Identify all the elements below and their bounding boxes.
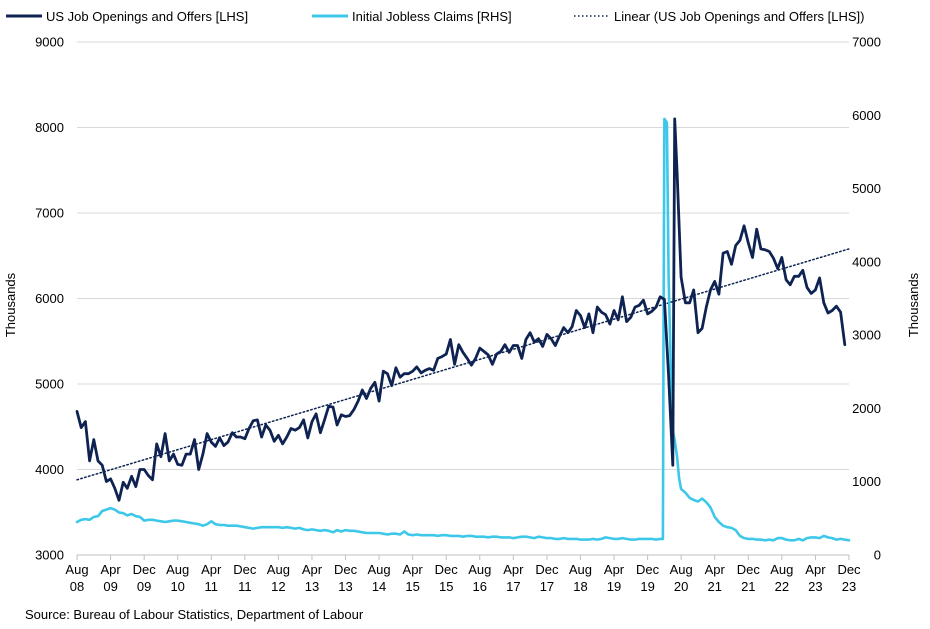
x-tick-year-0: 08 bbox=[70, 579, 84, 594]
left-tick-label-4000: 4000 bbox=[35, 462, 64, 477]
legend: US Job Openings and Offers [LHS] Initial… bbox=[6, 9, 865, 24]
x-tick-year-10: 15 bbox=[405, 579, 419, 594]
right-tick-label-3000: 3000 bbox=[852, 328, 881, 343]
x-tick-year-13: 17 bbox=[506, 579, 520, 594]
x-tick-year-19: 21 bbox=[707, 579, 721, 594]
legend-item-job-openings[interactable]: US Job Openings and Offers [LHS] bbox=[6, 9, 248, 24]
right-y-axis: 0 1000 2000 3000 4000 5000 6000 7000 bbox=[852, 35, 881, 563]
left-tick-label-9000: 9000 bbox=[35, 35, 64, 50]
x-tick-month-7: Apr bbox=[302, 562, 323, 577]
right-tick-label-5000: 5000 bbox=[852, 181, 881, 196]
x-tick-year-23: 23 bbox=[842, 579, 856, 594]
series-line-jobless-claims bbox=[75, 117, 851, 542]
right-tick-label-0: 0 bbox=[874, 548, 881, 563]
x-tick-month-10: Apr bbox=[403, 562, 424, 577]
x-tick-month-15: Aug bbox=[569, 562, 592, 577]
x-tick-month-11: Dec bbox=[435, 562, 459, 577]
legend-label-job-openings: US Job Openings and Offers [LHS] bbox=[46, 9, 248, 24]
right-tick-label-4000: 4000 bbox=[852, 254, 881, 269]
x-tick-month-22: Apr bbox=[805, 562, 826, 577]
x-tick-month-8: Dec bbox=[334, 562, 358, 577]
x-tick-month-13: Apr bbox=[503, 562, 524, 577]
x-tick-year-12: 16 bbox=[473, 579, 487, 594]
right-tick-label-6000: 6000 bbox=[852, 108, 881, 123]
x-tick-year-11: 15 bbox=[439, 579, 453, 594]
x-tick-year-15: 18 bbox=[573, 579, 587, 594]
x-tick-year-8: 13 bbox=[338, 579, 352, 594]
x-tick-month-1: Apr bbox=[100, 562, 121, 577]
x-axis: Aug 08 Apr 09 Dec 09 Aug 10 Apr 11 Dec 11 Aug 12 Apr 13… bbox=[65, 554, 861, 594]
x-tick-month-5: Dec bbox=[233, 562, 257, 577]
x-tick-month-18: Aug bbox=[670, 562, 693, 577]
x-tick-year-2: 09 bbox=[137, 579, 151, 594]
x-tick-month-21: Aug bbox=[770, 562, 793, 577]
left-tick-label-3000: 3000 bbox=[35, 548, 64, 563]
x-tick-year-22: 23 bbox=[808, 579, 822, 594]
x-tick-year-17: 19 bbox=[640, 579, 654, 594]
x-tick-month-6: Aug bbox=[267, 562, 290, 577]
x-tick-month-16: Apr bbox=[604, 562, 625, 577]
x-tick-month-14: Dec bbox=[535, 562, 559, 577]
right-tick-label-2000: 2000 bbox=[852, 401, 881, 416]
x-tick-year-14: 17 bbox=[540, 579, 554, 594]
source-note: Source: Bureau of Labour Statistics, Dep… bbox=[25, 607, 364, 622]
x-tick-year-20: 21 bbox=[741, 579, 755, 594]
left-tick-label-7000: 7000 bbox=[35, 206, 64, 221]
x-tick-month-23: Dec bbox=[837, 562, 861, 577]
x-tick-month-3: Aug bbox=[166, 562, 189, 577]
right-tick-label-1000: 1000 bbox=[852, 474, 881, 489]
x-tick-year-5: 11 bbox=[238, 579, 252, 594]
x-tick-month-19: Apr bbox=[705, 562, 726, 577]
x-tick-year-3: 10 bbox=[170, 579, 184, 594]
left-axis-title: Thousands bbox=[3, 272, 18, 337]
plot-area bbox=[75, 117, 851, 542]
right-tick-label-7000: 7000 bbox=[852, 35, 881, 50]
left-tick-label-8000: 8000 bbox=[35, 120, 64, 135]
x-tick-month-2: Dec bbox=[133, 562, 157, 577]
legend-item-linear-trend[interactable]: Linear (US Job Openings and Offers [LHS]… bbox=[574, 9, 865, 24]
x-tick-year-21: 22 bbox=[775, 579, 789, 594]
x-tick-month-4: Apr bbox=[201, 562, 222, 577]
x-tick-year-1: 09 bbox=[103, 579, 117, 594]
right-axis-title: Thousands bbox=[906, 272, 921, 337]
x-tick-year-4: 11 bbox=[205, 579, 219, 594]
x-tick-year-18: 20 bbox=[674, 579, 688, 594]
x-tick-year-6: 12 bbox=[271, 579, 285, 594]
x-tick-year-7: 13 bbox=[305, 579, 319, 594]
legend-item-jobless-claims[interactable]: Initial Jobless Claims [RHS] bbox=[312, 9, 512, 24]
left-y-axis: 3000 4000 5000 6000 7000 8000 9000 bbox=[35, 35, 64, 563]
x-tick-year-16: 19 bbox=[607, 579, 621, 594]
gridlines bbox=[77, 41, 849, 556]
x-tick-month-9: Aug bbox=[368, 562, 391, 577]
x-tick-month-12: Aug bbox=[468, 562, 491, 577]
series-line-job-openings bbox=[75, 117, 847, 502]
x-tick-month-0: Aug bbox=[65, 562, 88, 577]
legend-label-linear-trend: Linear (US Job Openings and Offers [LHS]… bbox=[614, 9, 865, 24]
left-tick-label-5000: 5000 bbox=[35, 377, 64, 392]
x-tick-year-9: 14 bbox=[372, 579, 386, 594]
x-tick-month-17: Dec bbox=[636, 562, 660, 577]
left-tick-label-6000: 6000 bbox=[35, 291, 64, 306]
legend-label-jobless-claims: Initial Jobless Claims [RHS] bbox=[352, 9, 512, 24]
x-tick-month-20: Dec bbox=[737, 562, 761, 577]
